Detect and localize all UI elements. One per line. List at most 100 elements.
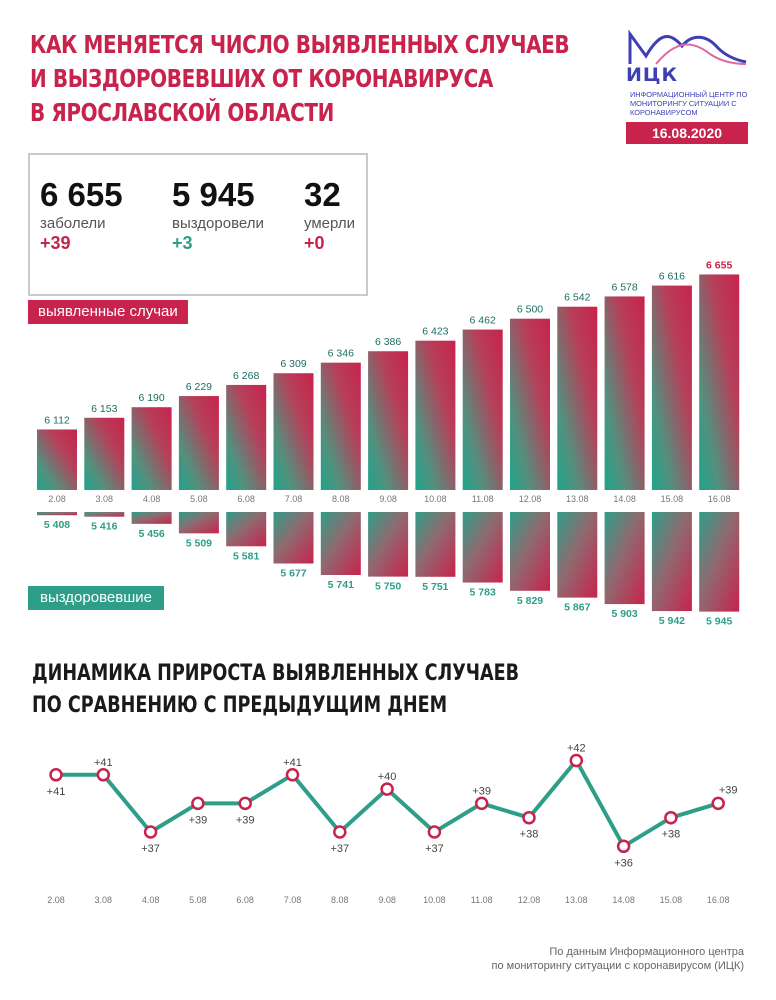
cases-value-label: 6 153: [91, 403, 117, 415]
cases-bar: [557, 306, 598, 490]
growth-value-label: +40: [378, 771, 397, 783]
growth-point: [569, 753, 584, 768]
date-tick-label: 6.08: [237, 494, 255, 504]
date-tick-label: 2.08: [47, 895, 65, 905]
date-tick-label: 12.08: [519, 494, 542, 504]
date-tick-label: 4.08: [142, 895, 160, 905]
recovered-series-label: выздоровевшие: [28, 586, 164, 610]
stat-cases-value: 6 655: [40, 176, 123, 213]
stats-box: 6 655 заболели +39 5 945 выздоровели +3 …: [28, 153, 368, 296]
cases-value-label: 6 190: [138, 392, 164, 404]
recovered-value-label: 5 408: [44, 519, 70, 531]
date-tick-label: 10.08: [423, 895, 446, 905]
growth-value-label: +36: [614, 857, 633, 869]
cases-bar: [462, 329, 503, 490]
cases-bar: [510, 318, 550, 490]
growth-point: [664, 810, 678, 825]
date-tick-label: 7.08: [284, 895, 302, 905]
recovered-value-label: 5 942: [659, 615, 685, 627]
date-tick-label: 7.08: [285, 494, 303, 504]
title-line-3: В ЯРОСЛАВСКОЙ ОБЛАСТИ: [30, 98, 335, 127]
cases-value-label: 6 462: [470, 315, 496, 327]
cases-bar: [651, 285, 692, 490]
date-tick-label: 16.08: [707, 895, 730, 905]
date-tick-label: 15.08: [661, 494, 684, 504]
growth-value-label: +37: [330, 843, 349, 855]
recovered-bar: [651, 512, 692, 612]
cases-bar: [178, 396, 219, 490]
growth-value-label: +39: [189, 814, 208, 826]
growth-value-label: +39: [719, 784, 738, 796]
section-title: ДИНАМИКА ПРИРОСТА ВЫЯВЛЕННЫХ СЛУЧАЕВ ПО …: [32, 658, 641, 722]
date-tick-label: 13.08: [566, 494, 589, 504]
growth-value-label: +39: [236, 814, 255, 826]
date-tick-label: 12.08: [518, 895, 541, 905]
source-line-2: по мониторингу ситуации с коронавирусом …: [491, 960, 744, 972]
recovered-bar: [131, 512, 172, 524]
cases-value-label: 6 309: [280, 358, 306, 370]
cases-bar: [84, 417, 125, 490]
stat-deaths: 32 умерли +0: [304, 177, 355, 254]
growth-point: [191, 796, 205, 811]
source-note: По данным Информационного центра по мони…: [492, 945, 744, 973]
cases-value-label: 6 346: [328, 348, 354, 360]
growth-point: [333, 825, 347, 839]
cases-value-label: 6 500: [517, 304, 543, 316]
growth-value-label: +41: [283, 757, 302, 769]
date-tick-label: 11.08: [471, 895, 493, 905]
recovered-bar: [604, 512, 645, 605]
recovered-value-label: 5 750: [375, 581, 401, 593]
logo-subtitle: ИНФОРМАЦИОННЫЙ ЦЕНТР ПО МОНИТОРИНГУ СИТУ…: [630, 90, 748, 117]
growth-value-label: +41: [94, 757, 113, 769]
cases-value-label: 6 112: [44, 414, 70, 426]
cases-bar: [604, 296, 645, 490]
cases-bar: [415, 340, 456, 490]
recovered-bar: [368, 512, 409, 577]
recovered-value-label: 5 829: [517, 595, 543, 607]
growth-point: [522, 810, 536, 825]
growth-value-label: +38: [662, 829, 681, 841]
date-tick-label: 16.08: [708, 494, 731, 504]
date-tick-label: 8.08: [331, 895, 349, 905]
growth-value-label: +41: [47, 786, 66, 798]
section-title-line-1: ДИНАМИКА ПРИРОСТА ВЫЯВЛЕННЫХ СЛУЧАЕВ: [32, 661, 520, 686]
stat-recovered: 5 945 выздоровели +3: [172, 177, 264, 254]
date-tick-label: 5.08: [190, 494, 208, 504]
stat-deaths-delta: +0: [304, 233, 325, 253]
recovered-value-label: 5 677: [280, 568, 306, 580]
bar-chart: 6 112 2.08 5 408 6 153 3.08 5 416 6 190 4.08 5 4…: [37, 259, 740, 628]
date-tick-label: 11.08: [472, 494, 494, 504]
cases-value-label: 6 386: [375, 336, 401, 348]
section-title-line-2: ПО СРАВНЕНИЮ С ПРЕДЫДУЩИМ ДНЕМ: [32, 693, 448, 718]
date-badge: 16.08.2020: [626, 122, 748, 144]
growth-value-label: +42: [567, 743, 586, 755]
growth-point: [96, 768, 111, 782]
recovered-value-label: 5 945: [706, 616, 732, 628]
stat-recovered-delta: +3: [172, 233, 193, 253]
date-tick-label: 15.08: [660, 895, 683, 905]
cases-series-label: выявленные случаи: [28, 300, 188, 324]
growth-value-label: +39: [472, 785, 491, 797]
recovered-bar: [37, 512, 77, 516]
cases-value-label: 6 578: [611, 281, 637, 293]
date-tick-label: 3.08: [96, 494, 114, 504]
recovered-bar: [557, 512, 598, 598]
growth-point: [49, 768, 63, 782]
stat-cases: 6 655 заболели +39: [40, 177, 123, 254]
recovered-value-label: 5 741: [328, 579, 354, 591]
date-tick-label: 8.08: [332, 494, 350, 504]
date-tick-label: 2.08: [48, 494, 66, 504]
cases-value-label: 6 423: [422, 326, 448, 338]
growth-point: [380, 782, 394, 796]
cases-value-label: 6 268: [233, 370, 259, 382]
recovered-value-label: 5 581: [233, 550, 259, 562]
cases-bar: [320, 362, 361, 490]
date-tick-label: 5.08: [189, 895, 207, 905]
stat-recovered-label: выздоровели: [172, 215, 264, 232]
recovered-bar: [320, 512, 361, 576]
growth-point: [285, 768, 300, 782]
cases-value-label: 6 616: [659, 271, 685, 283]
cases-bar: [699, 274, 740, 490]
recovered-value-label: 5 783: [470, 587, 496, 599]
recovered-value-label: 5 903: [611, 608, 637, 620]
